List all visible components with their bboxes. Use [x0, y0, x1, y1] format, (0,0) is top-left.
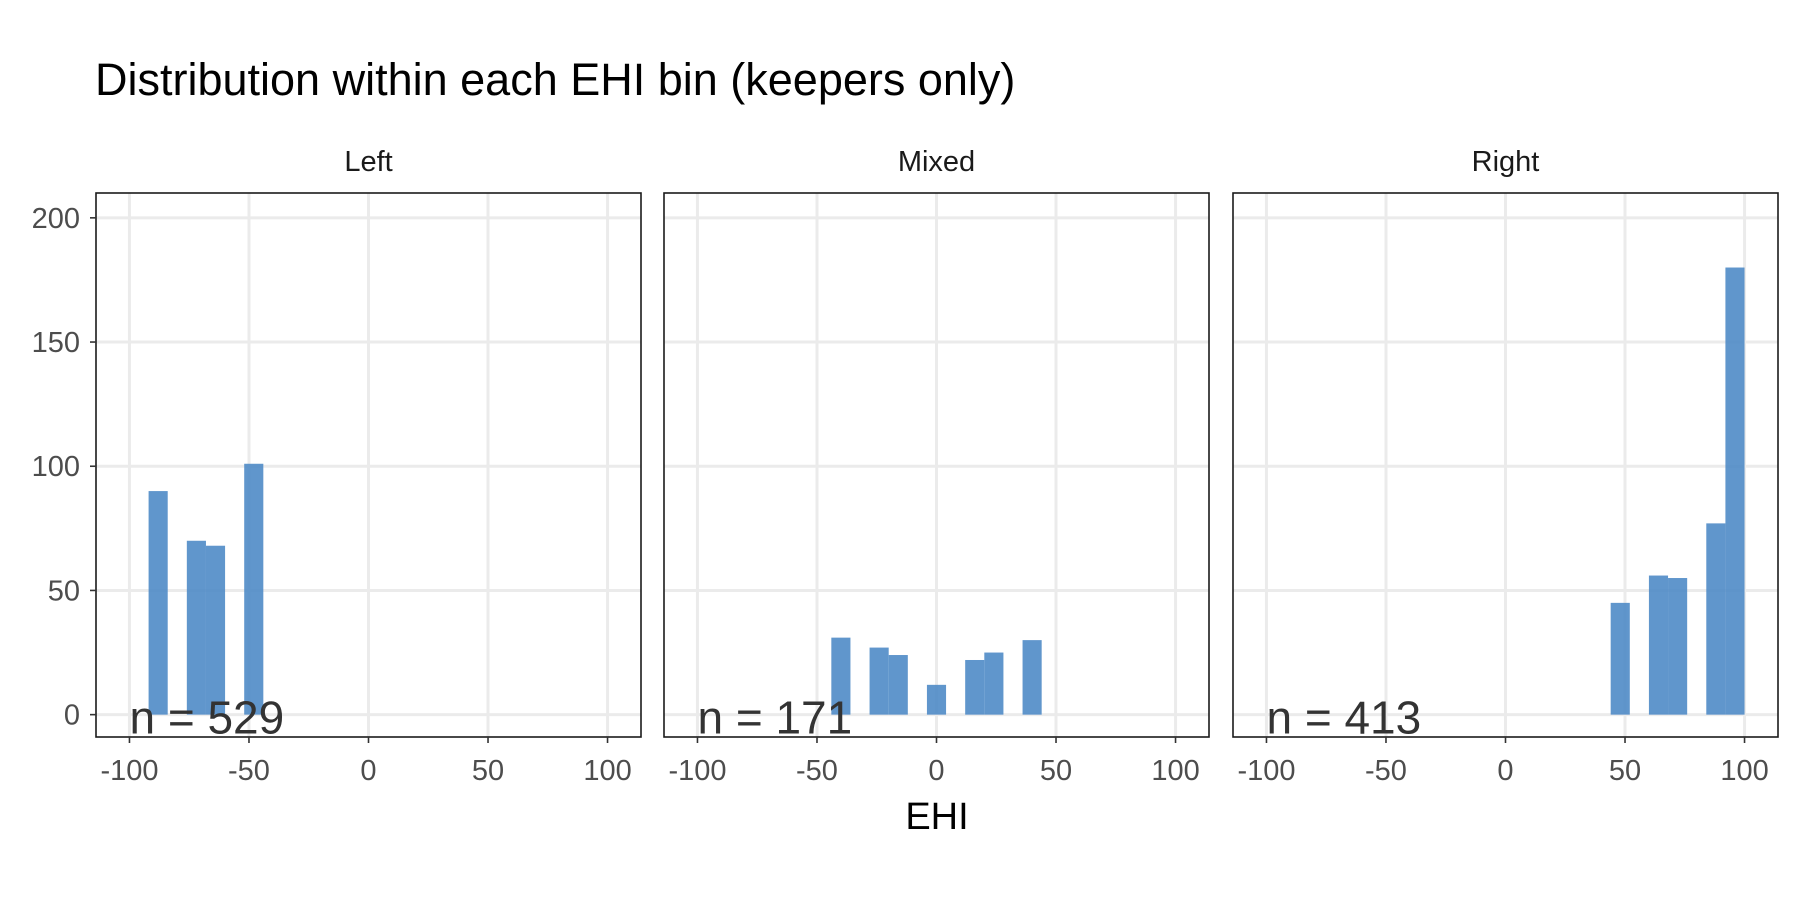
x-tick-label: -50: [796, 755, 838, 787]
panel-left: Left n = 529 -100 -50 0 50 100 0 50 100 150 200: [32, 146, 642, 787]
histogram-bar: [186, 540, 206, 715]
y-tick-label: 200: [32, 203, 80, 235]
histogram-bar: [1706, 523, 1726, 715]
chart-title: Distribution within each EHI bin (keeper…: [95, 54, 1015, 105]
sample-size-label: n = 171: [697, 692, 852, 744]
panels: Left n = 529 -100 -50 0 50 100 0 50 100 150 200 Mixe…: [32, 146, 1779, 787]
y-tick-label: 150: [32, 327, 80, 359]
x-tick-label: 0: [360, 755, 376, 787]
histogram-bar: [926, 684, 947, 715]
x-tick-label: 0: [1497, 755, 1513, 787]
x-tick-label: 100: [1720, 755, 1768, 787]
x-tick-label: 100: [1151, 755, 1199, 787]
x-tick-label: 0: [928, 755, 944, 787]
histogram-bar: [1725, 267, 1745, 715]
histogram-bar: [1668, 578, 1688, 715]
panel-right: Right n = 413 -100 -50 0 50 100: [1232, 146, 1779, 787]
sample-size-label: n = 529: [129, 692, 284, 744]
histogram-bar: [869, 647, 889, 715]
x-tick-label: -50: [228, 755, 270, 787]
panel-strip-label: Left: [344, 146, 392, 178]
histogram-bar: [984, 652, 1004, 715]
y-tick-label: 0: [64, 700, 80, 732]
histogram-bar: [148, 491, 168, 715]
x-tick-label: 50: [1609, 755, 1641, 787]
y-tick-label: 100: [32, 451, 80, 483]
panel-strip-label: Mixed: [898, 146, 975, 178]
x-tick-label: -100: [668, 755, 726, 787]
x-tick-label: 100: [583, 755, 631, 787]
histogram-bar: [965, 659, 985, 715]
histogram-bar: [1648, 575, 1669, 715]
histogram-bar: [888, 655, 908, 715]
x-axis-label: EHI: [905, 796, 968, 838]
histogram-bar: [244, 463, 264, 715]
histogram-bar: [1022, 640, 1042, 715]
panel-mixed: Mixed n = 171 -100 -50 0 50 100: [663, 146, 1210, 787]
x-tick-label: -100: [1237, 755, 1295, 787]
x-tick-label: -100: [100, 755, 158, 787]
panel-strip-label: Right: [1472, 146, 1540, 178]
x-tick-label: 50: [472, 755, 504, 787]
y-tick-label: 50: [48, 575, 80, 607]
x-tick-label: 50: [1040, 755, 1072, 787]
sample-size-label: n = 413: [1266, 692, 1421, 744]
histogram-bar: [1610, 602, 1630, 715]
x-tick-label: -50: [1365, 755, 1407, 787]
histogram-bar: [205, 545, 226, 715]
histogram-bar: [831, 637, 851, 715]
